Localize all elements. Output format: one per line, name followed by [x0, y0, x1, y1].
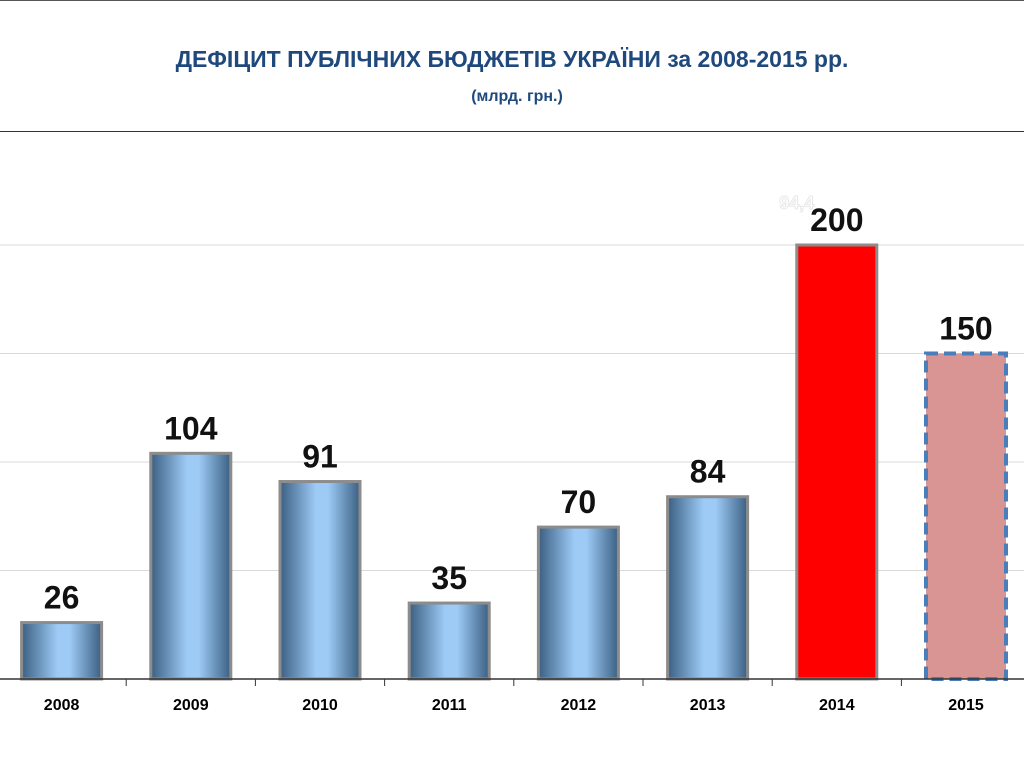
x-tick-label-2014: 2014 [819, 697, 855, 714]
data-label-2012: 70 [561, 484, 597, 520]
x-tick-label-2010: 2010 [302, 697, 338, 714]
bar-2013 [666, 495, 750, 681]
data-label-2009: 104 [164, 410, 218, 446]
chart-title: ДЕФІЦИТ ПУБЛІЧНИХ БЮДЖЕТІВ УКРАЇНИ за 20… [175, 46, 849, 72]
bar-2015 [924, 351, 1008, 681]
data-label-2014: 200 [810, 202, 863, 238]
x-tick-label-2012: 2012 [561, 697, 597, 714]
bar-2014 [795, 243, 879, 681]
data-label-2013: 84 [690, 454, 726, 490]
data-label-2008: 26 [44, 580, 80, 616]
x-tick-label-2011: 2011 [432, 697, 467, 714]
data-label-2010: 91 [302, 439, 338, 475]
data-label-2011: 35 [431, 560, 467, 596]
x-tick-label-2015: 2015 [948, 697, 984, 714]
bar-2011 [407, 601, 491, 681]
ghost-label: 94,4 [779, 193, 814, 213]
x-tick-label-2013: 2013 [690, 697, 726, 714]
data-label-2015: 150 [939, 311, 992, 347]
bar-2009 [149, 451, 233, 681]
title-frame [0, 0, 1024, 132]
x-tick-label-2008: 2008 [44, 697, 80, 714]
x-tick-label-2009: 2009 [173, 697, 209, 714]
bar-2008 [20, 621, 104, 681]
bar-2012 [536, 525, 620, 681]
bar-2010 [278, 480, 362, 681]
chart-subtitle: (млрд. грн.) [471, 88, 563, 105]
